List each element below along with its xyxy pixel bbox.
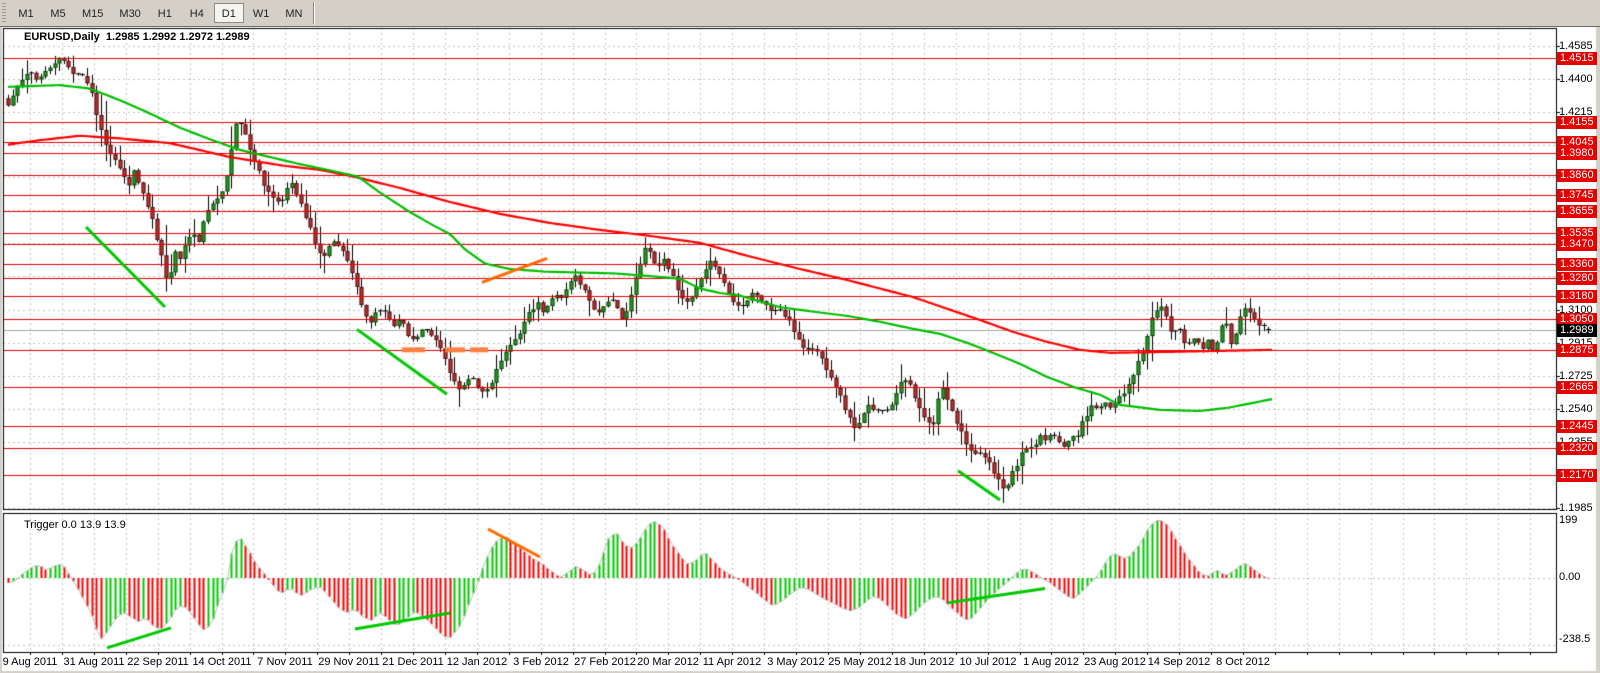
sr-price-label: 1.3745	[1557, 189, 1597, 202]
sr-price-label: 1.2320	[1557, 442, 1597, 455]
timeframe-toolbar: M1 M5 M15 M30 H1 H4 D1 W1 MN	[0, 0, 1600, 27]
sr-price-label: 1.2875	[1557, 344, 1597, 357]
indicator-axis-min: -238.5	[1559, 633, 1591, 645]
timeframe-button-h4[interactable]: H4	[182, 3, 212, 23]
sr-price-label: 1.3360	[1557, 258, 1597, 271]
indicator-axis-zero: 0.00	[1559, 571, 1581, 583]
date-label: 20 Mar 2012	[637, 656, 699, 668]
timeframe-button-m15[interactable]: M15	[75, 3, 110, 23]
price-label: 1.2540	[1559, 403, 1593, 415]
timeframe-button-h1[interactable]: H1	[150, 3, 180, 23]
date-label: 12 Jan 2012	[446, 656, 508, 668]
date-label: 9 Aug 2011	[2, 656, 58, 668]
sr-price-label: 1.3655	[1557, 205, 1597, 218]
date-label: 11 Apr 2012	[702, 656, 762, 668]
current-price-label: 1.2989	[1557, 324, 1597, 337]
sr-price-label: 1.2445	[1557, 420, 1597, 433]
indicator-title: Trigger 0.0 13.9 13.9	[24, 519, 126, 531]
sr-price-label: 1.3980	[1557, 147, 1597, 160]
date-label: 1 Aug 2012	[1023, 656, 1079, 668]
sr-price-label: 1.3280	[1557, 272, 1597, 285]
date-label: 7 Nov 2011	[257, 656, 313, 668]
date-label: 25 May 2012	[828, 656, 892, 668]
sr-price-label: 1.4515	[1557, 52, 1597, 65]
date-label: 3 May 2012	[767, 656, 825, 668]
sr-price-label: 1.3860	[1557, 169, 1597, 182]
timeframe-button-m1[interactable]: M1	[11, 3, 41, 23]
price-label: 1.4400	[1559, 73, 1593, 85]
timeframe-button-d1[interactable]: D1	[213, 3, 244, 23]
sr-price-label: 1.4045	[1557, 136, 1597, 149]
sr-price-label: 1.4155	[1557, 116, 1597, 129]
price-label: 1.2725	[1559, 370, 1593, 382]
date-label: 3 Feb 2012	[513, 656, 569, 668]
toolbar-separator	[313, 2, 316, 24]
price-label: 1.1985	[1559, 502, 1593, 514]
date-label: 22 Sep 2011	[127, 656, 189, 668]
indicator-axis-max: 199	[1559, 514, 1578, 526]
timeframe-button-m30[interactable]: M30	[112, 3, 147, 23]
date-label: 14 Sep 2012	[1147, 656, 1211, 668]
toolbar-grip-handle[interactable]	[2, 3, 6, 23]
timeframe-buttons: M1 M5 M15 M30 H1 H4 D1 W1 MN	[10, 3, 310, 23]
timeframe-button-m5[interactable]: M5	[43, 3, 73, 23]
date-label: 29 Nov 2011	[318, 656, 380, 668]
sr-price-label: 1.3470	[1557, 238, 1597, 251]
date-label: 8 Oct 2012	[1216, 656, 1270, 668]
date-label: 18 Jun 2012	[893, 656, 955, 668]
date-label: 10 Jul 2012	[959, 656, 1017, 668]
sr-price-label: 1.3535	[1557, 227, 1597, 240]
sr-price-label: 1.2665	[1557, 381, 1597, 394]
sr-price-label: 1.3180	[1557, 290, 1597, 303]
timeframe-button-mn[interactable]: MN	[278, 3, 309, 23]
timeframe-button-w1[interactable]: W1	[246, 3, 277, 23]
date-label: 21 Dec 2011	[382, 656, 444, 668]
sr-price-label: 1.3050	[1557, 313, 1597, 326]
date-label: 14 Oct 2011	[192, 656, 252, 668]
chart-title: EURUSD,Daily 1.2985 1.2992 1.2972 1.2989	[24, 31, 250, 43]
date-label: 27 Feb 2012	[574, 656, 636, 668]
sr-price-label: 1.2170	[1557, 469, 1597, 482]
price-label: 1.4585	[1559, 40, 1593, 52]
date-label: 31 Aug 2011	[63, 656, 125, 668]
price-label: 1.4215	[1559, 106, 1593, 118]
date-label: 23 Aug 2012	[1084, 656, 1146, 668]
